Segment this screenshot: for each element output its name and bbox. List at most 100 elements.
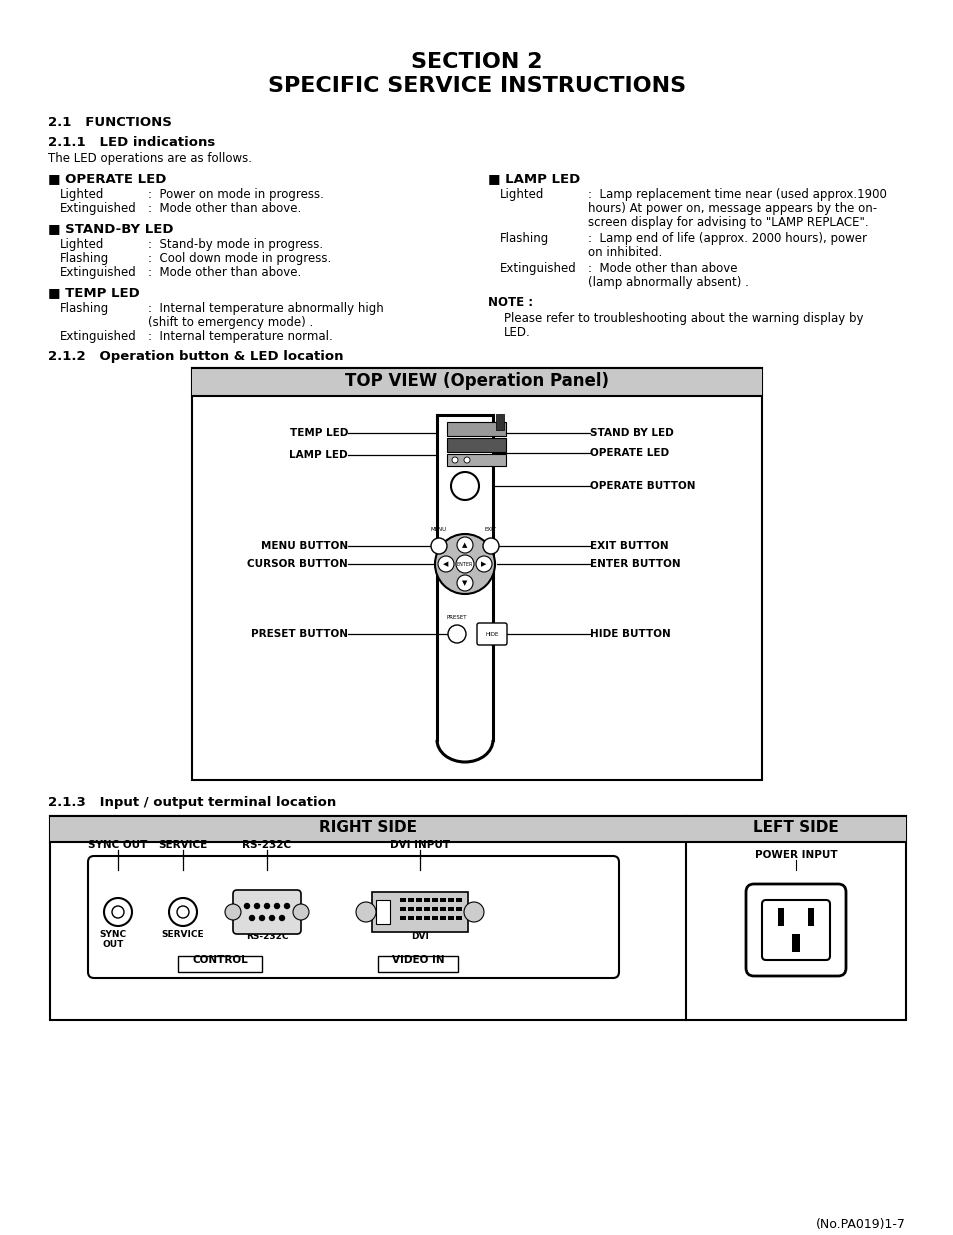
FancyBboxPatch shape <box>476 622 506 645</box>
Text: ■ OPERATE LED: ■ OPERATE LED <box>48 172 166 185</box>
Bar <box>408 898 414 902</box>
Text: SERVICE: SERVICE <box>158 840 208 850</box>
Bar <box>432 898 437 902</box>
Circle shape <box>104 898 132 926</box>
Circle shape <box>177 906 189 918</box>
FancyBboxPatch shape <box>233 890 301 934</box>
Text: PRESET: PRESET <box>446 615 467 620</box>
Text: ◀: ◀ <box>443 561 448 567</box>
Bar <box>50 816 905 1020</box>
Text: screen display for advising to "LAMP REPLACE".: screen display for advising to "LAMP REP… <box>587 216 868 228</box>
Circle shape <box>456 555 474 573</box>
Bar <box>439 916 446 920</box>
Text: PRESET BUTTON: PRESET BUTTON <box>251 629 348 638</box>
Circle shape <box>463 457 470 463</box>
Circle shape <box>293 904 309 920</box>
Text: ENTER: ENTER <box>456 562 473 567</box>
Circle shape <box>244 904 250 909</box>
Text: :  Mode other than above: : Mode other than above <box>587 262 737 275</box>
Text: OPERATE BUTTON: OPERATE BUTTON <box>589 480 695 492</box>
Text: HIDE BUTTON: HIDE BUTTON <box>589 629 670 638</box>
Text: Flashing: Flashing <box>499 232 549 245</box>
Bar <box>447 438 505 452</box>
Text: RS-232C: RS-232C <box>246 932 288 941</box>
Text: Flashing: Flashing <box>60 303 110 315</box>
Text: :  Internal temperature normal.: : Internal temperature normal. <box>148 330 333 343</box>
Text: EXIT: EXIT <box>484 527 497 532</box>
Text: hours) At power on, message appears by the on-: hours) At power on, message appears by t… <box>587 203 876 215</box>
Text: STAND BY LED: STAND BY LED <box>589 429 673 438</box>
Circle shape <box>264 904 269 909</box>
Text: EXIT BUTTON: EXIT BUTTON <box>589 541 668 551</box>
Bar <box>439 906 446 911</box>
Circle shape <box>355 902 375 923</box>
Bar <box>399 898 406 902</box>
Text: TEMP LED: TEMP LED <box>290 429 348 438</box>
Text: ▼: ▼ <box>462 580 467 585</box>
Text: :  Cool down mode in progress.: : Cool down mode in progress. <box>148 252 331 266</box>
Text: TOP VIEW (Operation Panel): TOP VIEW (Operation Panel) <box>345 372 608 390</box>
FancyBboxPatch shape <box>745 884 845 976</box>
Bar <box>447 454 505 466</box>
Text: SERVICE: SERVICE <box>161 930 204 939</box>
Text: :  Mode other than above.: : Mode other than above. <box>148 266 301 279</box>
Text: 2.1.1   LED indications: 2.1.1 LED indications <box>48 136 215 149</box>
FancyBboxPatch shape <box>761 900 829 960</box>
Circle shape <box>463 902 483 923</box>
Circle shape <box>259 915 264 920</box>
Bar <box>807 908 813 926</box>
Circle shape <box>225 904 241 920</box>
Circle shape <box>451 472 478 500</box>
Text: :  Internal temperature abnormally high: : Internal temperature abnormally high <box>148 303 383 315</box>
Text: :  Power on mode in progress.: : Power on mode in progress. <box>148 188 323 201</box>
Text: SYNC OUT: SYNC OUT <box>89 840 148 850</box>
Circle shape <box>112 906 124 918</box>
Circle shape <box>279 915 284 920</box>
Text: Lighted: Lighted <box>499 188 544 201</box>
Circle shape <box>254 904 259 909</box>
Bar <box>456 906 461 911</box>
Text: (lamp abnormally absent) .: (lamp abnormally absent) . <box>587 275 748 289</box>
Text: RIGHT SIDE: RIGHT SIDE <box>318 820 416 835</box>
Circle shape <box>250 915 254 920</box>
Bar <box>377 956 457 972</box>
Circle shape <box>437 556 454 572</box>
Circle shape <box>482 538 498 555</box>
Text: POWER INPUT: POWER INPUT <box>754 850 837 860</box>
Text: SPECIFIC SERVICE INSTRUCTIONS: SPECIFIC SERVICE INSTRUCTIONS <box>268 77 685 96</box>
Text: ■ TEMP LED: ■ TEMP LED <box>48 287 139 299</box>
Bar <box>778 908 783 926</box>
Bar <box>408 906 414 911</box>
Text: LED.: LED. <box>503 326 530 338</box>
Bar <box>432 916 437 920</box>
Bar <box>375 900 390 924</box>
Circle shape <box>448 625 465 643</box>
Bar <box>448 906 454 911</box>
Circle shape <box>456 576 473 592</box>
Text: :  Lamp replacement time near (used approx.1900: : Lamp replacement time near (used appro… <box>587 188 886 201</box>
Bar <box>423 906 430 911</box>
Text: on inhibited.: on inhibited. <box>587 246 661 259</box>
Bar <box>399 916 406 920</box>
Text: ▲: ▲ <box>462 542 467 548</box>
Bar <box>408 916 414 920</box>
Bar <box>439 898 446 902</box>
Text: ■ STAND-BY LED: ■ STAND-BY LED <box>48 222 173 235</box>
Circle shape <box>456 537 473 553</box>
Text: Please refer to troubleshooting about the warning display by: Please refer to troubleshooting about th… <box>503 312 862 325</box>
Bar <box>456 898 461 902</box>
Circle shape <box>435 534 495 594</box>
Text: HIDE: HIDE <box>485 631 498 636</box>
Text: (No.PA019)1-7: (No.PA019)1-7 <box>815 1218 905 1231</box>
Circle shape <box>169 898 196 926</box>
Bar <box>178 956 262 972</box>
FancyBboxPatch shape <box>372 892 468 932</box>
Text: LEFT SIDE: LEFT SIDE <box>752 820 838 835</box>
Bar <box>416 906 421 911</box>
Circle shape <box>452 457 457 463</box>
Text: Extinguished: Extinguished <box>60 330 136 343</box>
Bar <box>432 906 437 911</box>
Bar <box>791 934 800 952</box>
Bar <box>423 898 430 902</box>
Bar <box>448 916 454 920</box>
